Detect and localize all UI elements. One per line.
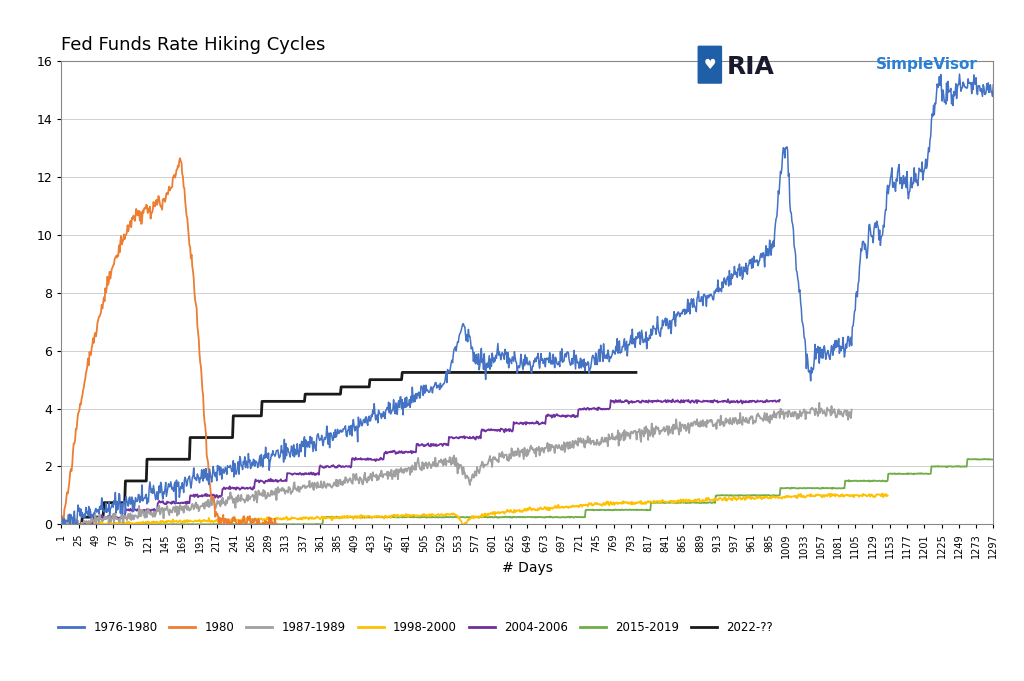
1976-1980 <box>55 512 68 520</box>
2004-2006 <box>373 456 385 464</box>
2022-?? <box>396 368 409 377</box>
1987-1989 <box>256 491 268 499</box>
2015-2019 <box>647 498 659 507</box>
2015-2019 <box>962 455 974 463</box>
1980 <box>56 516 69 524</box>
1980 <box>252 520 264 528</box>
2022-?? <box>90 513 102 521</box>
2004-2006 <box>773 396 785 404</box>
1987-1989 <box>664 429 676 437</box>
2004-2006 <box>722 395 734 403</box>
2004-2006 <box>549 412 561 420</box>
1976-1980 <box>56 520 69 528</box>
2004-2006 <box>629 398 641 406</box>
1980 <box>183 241 196 249</box>
1998-2000 <box>55 520 68 528</box>
1980 <box>174 154 186 162</box>
1976-1980 <box>953 70 966 78</box>
2015-2019 <box>702 498 715 507</box>
2015-2019 <box>55 520 68 528</box>
Text: RIA: RIA <box>727 55 775 79</box>
2022-?? <box>551 368 563 377</box>
2022-?? <box>422 368 434 377</box>
1987-1989 <box>55 519 68 527</box>
Line: 1998-2000: 1998-2000 <box>61 494 888 524</box>
2022-?? <box>404 368 417 377</box>
1998-2000 <box>674 498 686 506</box>
2004-2006 <box>346 454 358 462</box>
1998-2000 <box>844 492 856 501</box>
2022-?? <box>630 368 642 377</box>
2022-?? <box>55 520 68 528</box>
1998-2000 <box>259 515 271 523</box>
1987-1989 <box>816 407 828 415</box>
2015-2019 <box>677 498 689 507</box>
2015-2019 <box>986 456 998 464</box>
1980 <box>238 512 250 520</box>
1998-2000 <box>80 520 92 528</box>
1976-1980 <box>677 306 689 315</box>
1998-2000 <box>409 511 421 519</box>
1980 <box>184 242 197 251</box>
2015-2019 <box>987 456 999 464</box>
1987-1989 <box>94 513 106 521</box>
1998-2000 <box>199 516 211 524</box>
2004-2006 <box>129 505 141 513</box>
2022-?? <box>389 376 401 384</box>
X-axis label: # Days: # Days <box>502 561 553 575</box>
Line: 2004-2006: 2004-2006 <box>61 399 779 524</box>
2004-2006 <box>57 520 70 528</box>
Line: 1976-1980: 1976-1980 <box>61 74 993 524</box>
1976-1980 <box>703 291 716 299</box>
Line: 2015-2019: 2015-2019 <box>61 459 993 524</box>
1998-2000 <box>882 492 894 500</box>
1976-1980 <box>987 81 999 89</box>
Line: 1980: 1980 <box>61 158 276 524</box>
1987-1989 <box>846 406 858 414</box>
1976-1980 <box>648 324 660 332</box>
1976-1980 <box>264 455 276 463</box>
2022-?? <box>492 368 504 377</box>
1987-1989 <box>383 471 395 479</box>
1980 <box>213 520 225 528</box>
1976-1980 <box>282 444 294 452</box>
1987-1989 <box>56 520 69 528</box>
1980 <box>187 274 200 283</box>
1980 <box>270 520 283 528</box>
2004-2006 <box>55 519 68 527</box>
Text: Fed Funds Rate Hiking Cycles: Fed Funds Rate Hiking Cycles <box>61 36 326 54</box>
Line: 2022-??: 2022-?? <box>61 373 636 524</box>
Text: SimpleVisor: SimpleVisor <box>876 57 977 72</box>
2004-2006 <box>616 397 629 405</box>
2015-2019 <box>281 520 293 528</box>
1987-1989 <box>117 516 129 524</box>
1987-1989 <box>813 399 825 407</box>
1976-1980 <box>502 349 514 357</box>
Line: 1987-1989: 1987-1989 <box>61 403 852 524</box>
FancyBboxPatch shape <box>697 46 722 84</box>
1980 <box>55 511 68 520</box>
1998-2000 <box>822 490 835 498</box>
Legend: 1976-1980, 1980, 1987-1989, 1998-2000, 2004-2006, 2015-2019, 2022-??: 1976-1980, 1980, 1987-1989, 1998-2000, 2… <box>53 616 778 639</box>
Text: ♥: ♥ <box>703 58 716 72</box>
2015-2019 <box>501 513 513 522</box>
